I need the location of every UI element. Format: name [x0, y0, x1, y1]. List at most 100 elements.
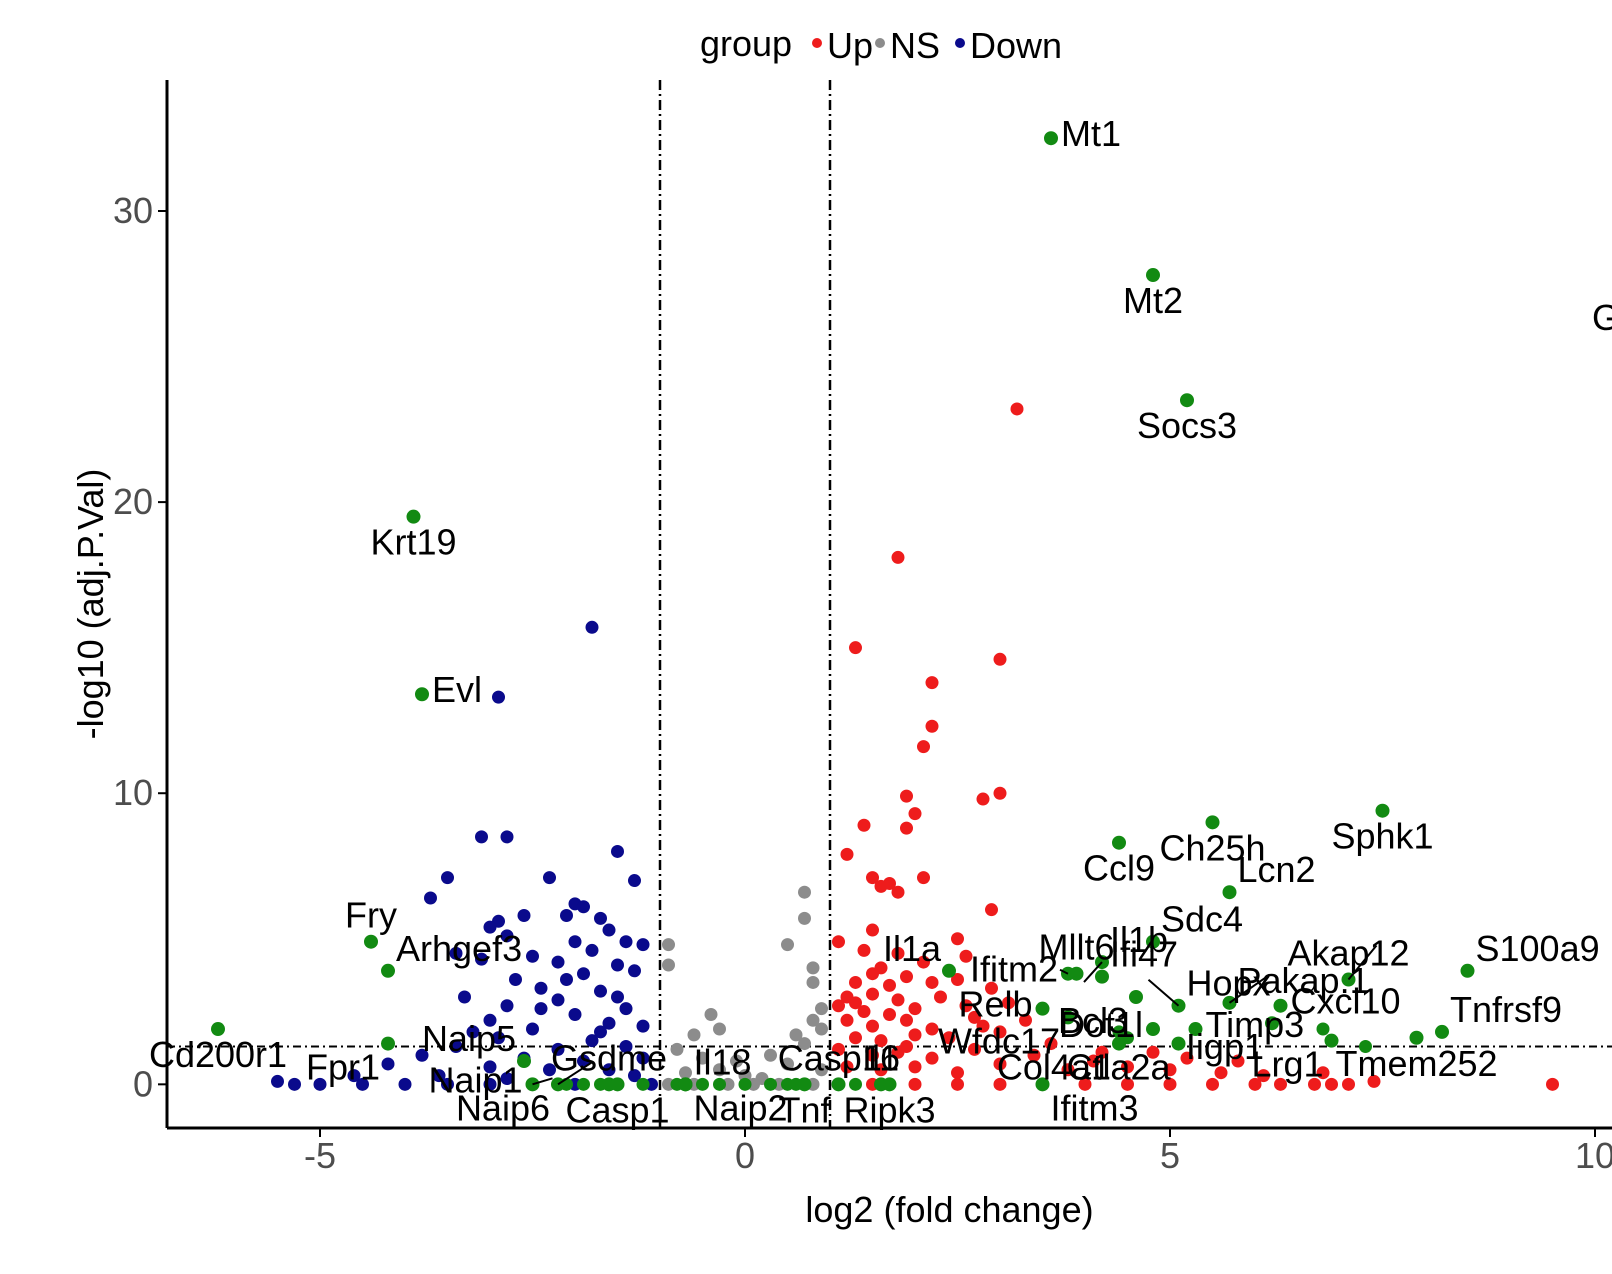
legend-label-down: Down [970, 25, 1062, 66]
point-ns [764, 1048, 777, 1062]
gene-label-ctla2a: Ctla2a [1066, 1047, 1171, 1088]
point-down [551, 955, 565, 969]
point-ns [798, 885, 811, 899]
point-highlight-iigp1 [1265, 1016, 1279, 1031]
point-ns [781, 938, 794, 952]
gene-label-il1b: Il1b [1110, 919, 1168, 960]
gene-label-evl: Evl [432, 669, 482, 710]
point-ns [713, 1022, 726, 1036]
point-up [1061, 1063, 1075, 1077]
point-highlight-naip2 [678, 1077, 693, 1092]
point-up [900, 789, 913, 803]
point-highlight [764, 1077, 777, 1091]
gene-label-akap12: Akap12 [1287, 933, 1409, 974]
clipped-gene-label: G [1592, 297, 1612, 338]
point-highlight-fry [364, 934, 378, 949]
point-highlight-arhgef3 [381, 963, 395, 978]
point-up [993, 1077, 1007, 1091]
legend-swatch-up [812, 38, 822, 48]
point-highlight-sphk1 [1375, 803, 1390, 818]
point-down [424, 891, 437, 905]
point-down [585, 943, 599, 957]
point-ns [806, 1013, 820, 1027]
point-highlight [1316, 1022, 1330, 1036]
point-highlight-ifitm3 [1035, 1077, 1050, 1092]
point-up [1010, 402, 1024, 416]
gene-label-mt1: Mt1 [1061, 113, 1121, 154]
point-up [874, 1034, 888, 1048]
point-up [1206, 1077, 1219, 1091]
point-up [1325, 1077, 1338, 1091]
gene-label-krt19: Krt19 [370, 522, 456, 563]
point-up [832, 999, 845, 1013]
point-up [891, 550, 905, 564]
point-highlight-tnfrsf9 [1435, 1024, 1449, 1039]
point-up [951, 973, 964, 987]
point-ns [798, 1037, 811, 1051]
gene-label-il1a: Il1a [883, 928, 942, 969]
point-ns [704, 1007, 718, 1021]
point-ns [815, 1063, 828, 1077]
leader-line [1228, 974, 1271, 1004]
point-down [500, 999, 514, 1013]
point-ns [696, 1051, 709, 1065]
point-down [449, 1039, 463, 1053]
point-highlight-tmem252 [1409, 1030, 1424, 1045]
point-up [908, 1077, 922, 1091]
point-down [483, 1077, 497, 1091]
point-down [551, 1042, 565, 1056]
point-highlight-cd200r1 [211, 1022, 225, 1037]
point-highlight [696, 1077, 709, 1091]
point-up [891, 993, 905, 1007]
point-up [866, 1048, 879, 1062]
point-up [951, 932, 964, 946]
point-highlight-il1a [942, 963, 956, 978]
gene-label-fpr1: Fpr1 [306, 1047, 380, 1088]
point-down [543, 871, 556, 885]
point-up [849, 975, 862, 989]
point-up [866, 1019, 879, 1033]
point-down [560, 973, 573, 987]
gene-label-tmem252: Tmem252 [1335, 1043, 1497, 1084]
point-up [1180, 1051, 1194, 1065]
point-down [628, 1069, 641, 1083]
point-highlight [713, 1077, 726, 1091]
gene-label-sphk1: Sphk1 [1331, 816, 1433, 857]
point-down [526, 1022, 539, 1036]
point-up [1367, 1074, 1381, 1088]
point-down [628, 874, 641, 888]
y-axis-title: -log10 (adj.P.Val) [70, 469, 111, 740]
gene-label-naip6: Naip6 [456, 1087, 550, 1128]
x-axis-title: log2 (fold change) [805, 1189, 1093, 1230]
point-highlight-socs3 [1180, 393, 1194, 408]
point-down [500, 830, 514, 844]
gene-label-ifitm2: Ifitm2 [970, 949, 1058, 990]
point-up [993, 786, 1007, 800]
legend-label-ns: NS [890, 25, 940, 66]
point-highlight [636, 1077, 650, 1091]
gene-label-iigp1: Iigp1 [1186, 1026, 1264, 1067]
point-down [492, 690, 505, 704]
legend-swatch-down [955, 38, 965, 48]
legend: group Up NS Down [700, 23, 1062, 66]
x-tick-label: 0 [735, 1135, 755, 1176]
point-highlight-ccl9 [1112, 835, 1126, 850]
point-up [959, 949, 973, 963]
point-up [1214, 1066, 1228, 1080]
gene-label-naip2: Naip2 [694, 1087, 788, 1128]
point-up [866, 871, 879, 885]
point-up [951, 1066, 964, 1080]
gene-label-casp11: Casp11 [778, 1037, 899, 1078]
point-highlight-casp1 [610, 1077, 625, 1092]
y-tick-label: 10 [113, 772, 153, 813]
gene-label-wfdc17: Wfdc17 [938, 1020, 1060, 1061]
point-ns [687, 1028, 701, 1042]
point-highlight-bcl3 [1129, 990, 1143, 1004]
point-up [917, 871, 930, 885]
point-down [577, 967, 590, 981]
point-up [1002, 996, 1015, 1010]
point-up [1546, 1077, 1559, 1091]
point-down [517, 908, 531, 922]
point-down [500, 1072, 514, 1086]
